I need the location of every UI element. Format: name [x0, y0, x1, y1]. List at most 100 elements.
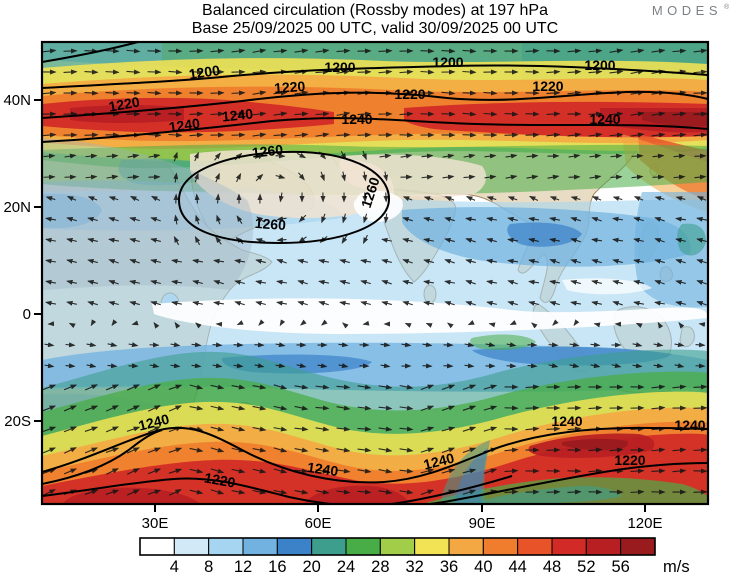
wind-arrow	[357, 132, 372, 138]
wind-arrow	[252, 468, 267, 474]
wind-arrow	[42, 132, 57, 138]
wind-arrow	[696, 196, 707, 202]
wind-arrow	[631, 153, 644, 159]
wind-arrow	[525, 384, 540, 390]
map-plot-area: 1200 1200 1200 1200 1220 1220 1220 1220 1240 1240…	[40, 40, 710, 506]
wind-arrow	[693, 132, 708, 138]
wind-arrow	[294, 111, 309, 117]
wind-arrow	[193, 172, 199, 183]
wind-arrow	[486, 196, 497, 201]
wind-arrow	[696, 259, 707, 264]
wind-arrow	[42, 90, 57, 96]
wind-arrow	[635, 322, 643, 329]
wind-arrow	[463, 174, 476, 180]
wind-arrow	[235, 173, 242, 183]
wind-arrow	[567, 90, 582, 96]
wind-arrow	[546, 69, 561, 75]
wind-arrow	[66, 300, 77, 306]
contour-label: 1220	[532, 78, 563, 94]
wind-arrow	[90, 319, 97, 327]
wind-arrow	[236, 320, 244, 326]
contour-label: 1240	[422, 450, 456, 473]
wind-arrow	[633, 196, 644, 202]
wind-arrow	[191, 363, 202, 369]
wind-arrow	[279, 319, 286, 327]
wind-arrow	[294, 489, 309, 495]
wind-arrow	[363, 213, 368, 224]
wind-arrow	[276, 259, 287, 264]
wind-arrow	[341, 235, 348, 244]
contour-line	[42, 429, 163, 485]
wind-arrow	[336, 489, 351, 495]
wind-arrow	[693, 384, 708, 390]
wind-arrow	[609, 447, 624, 453]
wind-arrow	[693, 111, 708, 117]
wind-arrow	[107, 363, 118, 369]
wind-arrow	[210, 48, 225, 54]
wind-arrow	[588, 48, 603, 54]
wind-arrow	[87, 279, 98, 285]
wind-arrow	[129, 237, 140, 243]
wind-arrow	[378, 48, 393, 54]
wind-arrow	[421, 153, 434, 159]
wind-arrow	[66, 279, 77, 285]
wind-arrow	[129, 300, 140, 306]
wind-arrow	[609, 48, 624, 54]
wind-arrow	[273, 48, 288, 54]
wind-arrow	[66, 196, 77, 202]
contour-label: 1240	[137, 411, 171, 434]
wind-arrow	[507, 301, 518, 306]
wind-arrow	[338, 363, 349, 369]
wind-arrow	[106, 153, 119, 159]
colorbar-cell	[345, 537, 381, 556]
wind-arrow	[150, 279, 161, 285]
wind-arrow	[189, 468, 204, 474]
wind-arrow	[528, 237, 539, 243]
speed-shade-region	[562, 278, 652, 295]
wind-arrow	[507, 237, 519, 243]
map-frame	[40, 40, 710, 506]
modes-logo-mark: ®	[724, 3, 730, 11]
wind-arrow	[231, 405, 246, 411]
lon-tick-label: 90E	[469, 515, 496, 532]
wind-arrow	[210, 405, 225, 411]
contour-label: 1220	[274, 78, 306, 96]
wind-arrow	[129, 195, 140, 202]
wind-arrow	[148, 153, 161, 159]
wind-arrow	[150, 195, 161, 202]
wind-arrow	[654, 258, 665, 264]
wind-arrow	[108, 280, 119, 285]
wind-arrow	[651, 48, 666, 54]
wind-arrow	[610, 153, 623, 159]
wind-arrow	[525, 426, 540, 432]
wind-arrow	[357, 447, 372, 453]
wind-arrow	[693, 69, 708, 75]
wind-arrow	[546, 426, 561, 432]
contour-line	[42, 42, 139, 63]
wind-arrow	[675, 259, 686, 264]
contour-label: 1240	[589, 111, 620, 127]
wind-arrow	[297, 301, 308, 306]
colorbar-cell	[379, 537, 416, 556]
wind-arrow	[444, 196, 455, 202]
wind-arrow	[231, 132, 246, 138]
wind-arrow	[652, 174, 665, 180]
contour-line	[42, 90, 708, 119]
wind-arrow	[318, 279, 329, 285]
wind-arrow	[465, 238, 476, 243]
contour-label: 1200	[188, 62, 221, 82]
wind-arrow	[210, 426, 225, 432]
wind-arrow	[423, 279, 435, 285]
wind-arrow	[168, 384, 183, 390]
wind-arrow	[127, 174, 140, 180]
wind-arrow	[339, 258, 350, 264]
wind-arrow	[357, 405, 372, 411]
wind-arrow	[315, 489, 330, 495]
wind-arrow	[126, 405, 140, 412]
wind-arrow	[296, 363, 307, 369]
wind-arrow	[483, 405, 498, 411]
wind-arrow	[674, 363, 685, 369]
wind-arrow	[399, 489, 414, 495]
wind-arrow	[591, 237, 603, 243]
wind-arrow	[362, 234, 369, 245]
